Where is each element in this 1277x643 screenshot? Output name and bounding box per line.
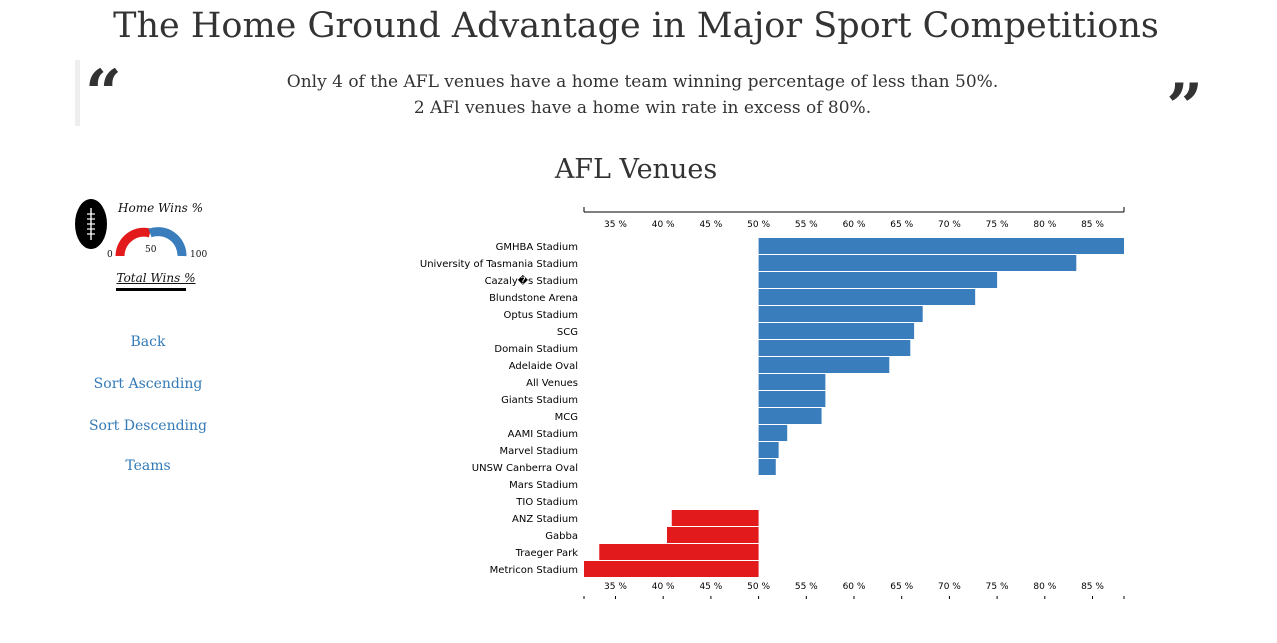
legend-home-wins-label: Home Wins % xyxy=(118,201,204,215)
bar-4 xyxy=(758,306,923,322)
bar-19 xyxy=(584,561,759,577)
venue-label-1: University of Tasmania Stadium xyxy=(420,259,578,270)
bar-8 xyxy=(758,374,826,390)
bottom-tick-label-10: 85 % xyxy=(1081,582,1104,592)
bottom-tick-label-9: 80 % xyxy=(1033,582,1056,592)
bottom-tick-label-0: 35 % xyxy=(604,582,627,592)
sort-ascending-link[interactable]: Sort Ascending xyxy=(93,376,203,392)
bottom-tick-label-4: 55 % xyxy=(795,582,818,592)
bar-16 xyxy=(671,510,759,526)
bar-18 xyxy=(599,544,759,560)
venue-label-17: Gabba xyxy=(545,531,578,542)
top-tick-label-0: 35 % xyxy=(604,220,627,230)
sort-descending-link[interactable]: Sort Descending xyxy=(88,418,208,434)
bar-10 xyxy=(758,408,822,424)
quote-line-1: Only 4 of the AFL venues have a home tea… xyxy=(286,72,999,92)
gauge-high-arc xyxy=(148,227,187,257)
venue-label-14: Mars Stadium xyxy=(509,480,578,491)
bottom-tick-label-1: 40 % xyxy=(652,582,675,592)
venue-label-19: Metricon Stadium xyxy=(490,565,578,576)
bar-11 xyxy=(758,425,788,441)
top-tick-label-3: 50 % xyxy=(747,220,770,230)
gauge-low-arc xyxy=(115,227,152,257)
bar-9 xyxy=(758,391,826,407)
venue-label-7: Adelaide Oval xyxy=(509,361,578,372)
venue-label-5: SCG xyxy=(557,327,578,338)
page-title: The Home Ground Advantage in Major Sport… xyxy=(113,6,1159,46)
venue-label-15: TIO Stadium xyxy=(515,497,578,508)
top-tick-label-7: 70 % xyxy=(938,220,961,230)
venue-label-18: Traeger Park xyxy=(515,548,579,559)
bar-13 xyxy=(758,459,776,475)
bar-3 xyxy=(758,289,976,305)
chart-title: AFL Venues xyxy=(554,154,718,185)
venue-label-0: GMHBA Stadium xyxy=(496,242,578,253)
bar-7 xyxy=(758,357,890,373)
venue-label-4: Optus Stadium xyxy=(504,310,578,321)
bar-2 xyxy=(758,272,998,288)
top-tick-label-8: 75 % xyxy=(986,220,1009,230)
bar-17 xyxy=(667,527,759,543)
bar-1 xyxy=(758,255,1077,271)
gauge-tick-50: 50 xyxy=(145,245,157,255)
venue-label-16: ANZ Stadium xyxy=(512,514,578,525)
venue-label-10: MCG xyxy=(555,412,578,423)
venue-label-6: Domain Stadium xyxy=(494,344,578,355)
bar-12 xyxy=(758,442,779,458)
close-quote-icon: ” xyxy=(1166,70,1203,145)
top-tick-label-4: 55 % xyxy=(795,220,818,230)
bottom-tick-label-2: 45 % xyxy=(699,582,722,592)
football-icon xyxy=(75,199,107,249)
venue-label-11: AAMI Stadium xyxy=(508,429,578,440)
bar-6 xyxy=(758,340,911,356)
quote-text: Only 4 of the AFL venues have a home tea… xyxy=(140,69,1145,121)
bottom-tick-label-8: 75 % xyxy=(986,582,1009,592)
bar-0 xyxy=(758,238,1124,254)
bottom-tick-label-3: 50 % xyxy=(747,582,770,592)
quote-block: “ Only 4 of the AFL venues have a home t… xyxy=(75,56,1205,140)
top-tick-label-5: 60 % xyxy=(843,220,866,230)
venue-label-3: Blundstone Arena xyxy=(489,293,578,304)
venue-label-9: Giants Stadium xyxy=(501,395,578,406)
bottom-tick-label-5: 60 % xyxy=(843,582,866,592)
venue-label-2: Cazaly�s Stadium xyxy=(485,274,578,287)
teams-link[interactable]: Teams xyxy=(125,458,171,474)
bottom-tick-label-7: 70 % xyxy=(938,582,961,592)
open-quote-icon: “ xyxy=(85,56,122,131)
bar-5 xyxy=(758,323,915,339)
top-tick-label-10: 85 % xyxy=(1081,220,1104,230)
top-tick-label-9: 80 % xyxy=(1033,220,1056,230)
top-tick-label-1: 40 % xyxy=(652,220,675,230)
legend-underline xyxy=(116,288,186,291)
legend-total-wins-label: Total Wins % xyxy=(116,271,196,285)
quote-line-2: 2 AFl venues have a home win rate in exc… xyxy=(413,98,872,118)
venue-label-13: UNSW Canberra Oval xyxy=(472,463,578,474)
top-tick-label-2: 45 % xyxy=(699,220,722,230)
legend: Home Wins % 0 50 100 Total Wins % xyxy=(72,196,222,296)
top-tick-label-6: 65 % xyxy=(890,220,913,230)
gauge-tick-100: 100 xyxy=(190,250,208,260)
gauge-tick-0: 0 xyxy=(107,250,113,260)
gauge-icon xyxy=(115,227,187,257)
back-link[interactable]: Back xyxy=(130,334,166,350)
bottom-tick-label-6: 65 % xyxy=(890,582,913,592)
venue-label-12: Marvel Stadium xyxy=(500,446,579,457)
venue-label-8: All Venues xyxy=(526,378,578,389)
